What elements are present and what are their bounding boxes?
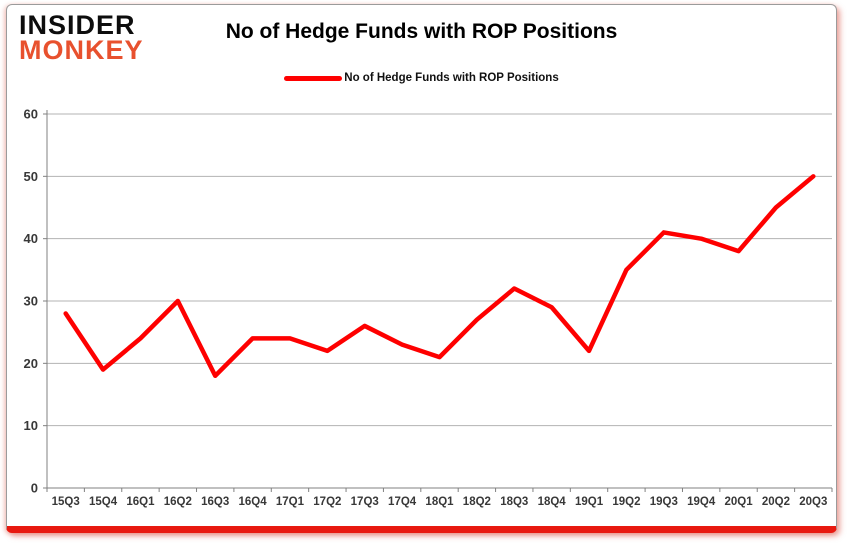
x-tick-label: 16Q3 [201, 496, 229, 508]
x-tick-label: 20Q1 [724, 496, 753, 508]
x-tick-label: 19Q2 [612, 496, 640, 508]
x-tick-label: 20Q3 [799, 496, 827, 508]
y-tick-label: 50 [24, 169, 38, 184]
legend-line-swatch [284, 75, 343, 81]
x-tick-label: 19Q1 [575, 496, 604, 508]
x-tick-label: 17Q3 [351, 496, 379, 508]
logo-line-monkey: MONKEY [19, 34, 144, 65]
chart-legend: No of Hedge Funds with ROP Positions [7, 72, 836, 84]
chart-frame: INSIDER MONKEY No of Hedge Funds with RO… [6, 4, 837, 533]
line-chart-plot: 0 10 20 30 40 50 60 15Q3 15Q4 16Q1 16Q2 16Q3 16Q4 17Q… [24, 107, 833, 508]
chart-title: No of Hedge Funds with ROP Positions [225, 20, 618, 43]
x-tick-label: 19Q3 [650, 496, 678, 508]
legend-label: No of Hedge Funds with ROP Positions [344, 72, 559, 84]
data-line-series [63, 174, 816, 379]
x-tick-label: 17Q1 [276, 496, 305, 508]
x-tick-label: 16Q1 [126, 496, 155, 508]
y-tick-label: 60 [24, 107, 38, 122]
x-tick-label: 20Q2 [762, 496, 790, 508]
logo-line-insider: INSIDER [19, 10, 136, 40]
x-tick-label: 15Q4 [89, 496, 118, 508]
insider-monkey-logo: INSIDER MONKEY [19, 10, 144, 65]
y-tick-label: 0 [31, 481, 38, 496]
y-tick-label: 10 [24, 418, 38, 433]
y-tick-label: 30 [24, 294, 38, 309]
y-tick-label: 40 [24, 231, 38, 246]
x-tick-label: 18Q1 [425, 496, 454, 508]
x-tick-label: 18Q4 [538, 496, 567, 508]
x-tick-label: 16Q4 [239, 496, 268, 508]
x-tick-label: 18Q2 [463, 496, 491, 508]
x-tick-label: 18Q3 [500, 496, 528, 508]
x-tick-label: 19Q4 [687, 496, 716, 508]
x-tick-label: 17Q2 [313, 496, 341, 508]
x-tick-label: 17Q4 [388, 496, 417, 508]
y-tick-label: 20 [24, 356, 38, 371]
x-tick-label: 16Q2 [164, 496, 192, 508]
x-tick-label: 15Q3 [52, 496, 80, 508]
